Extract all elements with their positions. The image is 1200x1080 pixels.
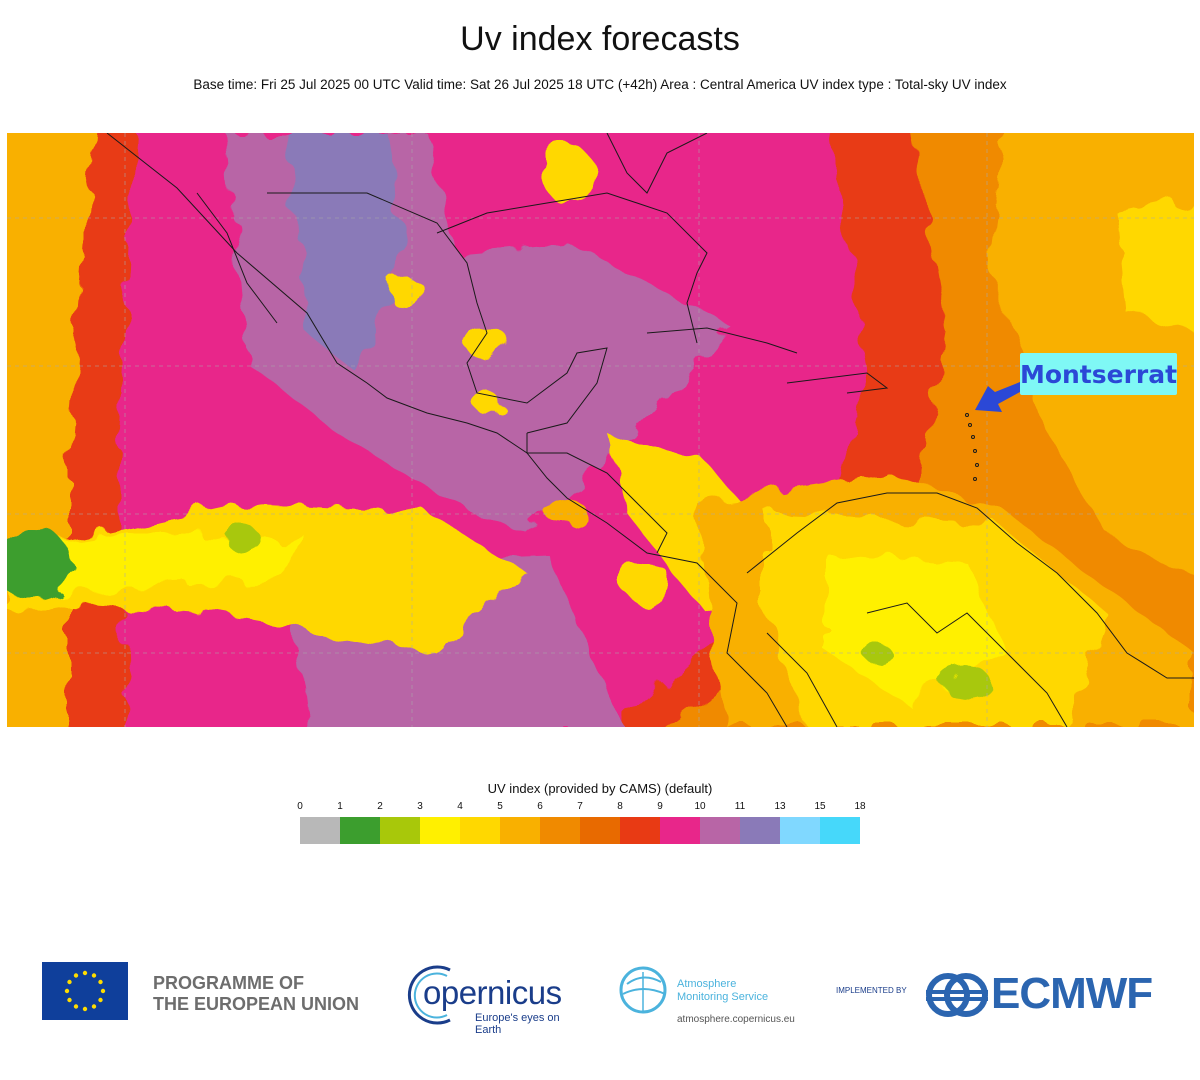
legend-ticks: 0 1 2 3 4 5 6 7 8 9 10 11 13 15 18 bbox=[297, 801, 920, 815]
eu-programme-text: PROGRAMME OF THE EUROPEAN UNION bbox=[153, 973, 360, 1014]
legend-swatch bbox=[460, 817, 500, 844]
legend-swatch bbox=[380, 817, 420, 844]
legend-tick: 3 bbox=[417, 801, 423, 812]
montserrat-label: Montserrat bbox=[1020, 353, 1177, 395]
legend-tick: 13 bbox=[774, 801, 786, 812]
legend-color-bar bbox=[300, 817, 860, 844]
legend-swatch bbox=[420, 817, 460, 844]
cams-globe-icon bbox=[619, 966, 667, 1014]
legend-swatch bbox=[740, 817, 780, 844]
ecmwf-logo: ECMWF bbox=[926, 967, 1166, 1018]
legend-swatch bbox=[780, 817, 820, 844]
legend-swatch bbox=[820, 817, 860, 844]
legend-swatch bbox=[340, 817, 380, 844]
legend-tick: 8 bbox=[617, 801, 623, 812]
legend-swatch bbox=[500, 817, 540, 844]
eu-flag-icon bbox=[42, 962, 128, 1020]
ecmwf-symbol-icon bbox=[926, 973, 988, 1017]
legend-tick: 7 bbox=[577, 801, 583, 812]
legend-swatch bbox=[540, 817, 580, 844]
forecast-subtitle: Base time: Fri 25 Jul 2025 00 UTC Valid … bbox=[193, 77, 1007, 92]
legend-tick: 9 bbox=[657, 801, 663, 812]
legend-tick: 18 bbox=[854, 801, 866, 812]
legend-tick: 1 bbox=[337, 801, 343, 812]
legend-tick: 6 bbox=[537, 801, 543, 812]
legend-tick: 10 bbox=[694, 801, 706, 812]
legend-swatch bbox=[580, 817, 620, 844]
footer-logos: PROGRAMME OF THE EUROPEAN UNION opernicu… bbox=[0, 955, 1200, 1036]
copernicus-c-icon bbox=[407, 965, 451, 1025]
legend-tick: 4 bbox=[457, 801, 463, 812]
legend-tick: 11 bbox=[734, 801, 746, 812]
legend-swatch bbox=[700, 817, 740, 844]
legend-swatch bbox=[300, 817, 340, 844]
legend-swatch bbox=[660, 817, 700, 844]
legend-tick: 5 bbox=[497, 801, 503, 812]
implemented-by-label: IMPLEMENTED BY bbox=[836, 986, 907, 995]
legend-title: UV index (provided by CAMS) (default) bbox=[487, 781, 713, 796]
legend-tick: 15 bbox=[814, 801, 826, 812]
cams-logo: Atmosphere Monitoring Service atmosphere… bbox=[617, 960, 797, 1030]
page-title: Uv index forecasts bbox=[460, 20, 740, 58]
copernicus-logo: opernicus Europe's eyes on Earth bbox=[405, 960, 575, 1036]
legend-tick: 0 bbox=[297, 801, 303, 812]
legend-swatch bbox=[620, 817, 660, 844]
legend-tick: 2 bbox=[377, 801, 383, 812]
uv-index-map bbox=[7, 133, 1194, 727]
